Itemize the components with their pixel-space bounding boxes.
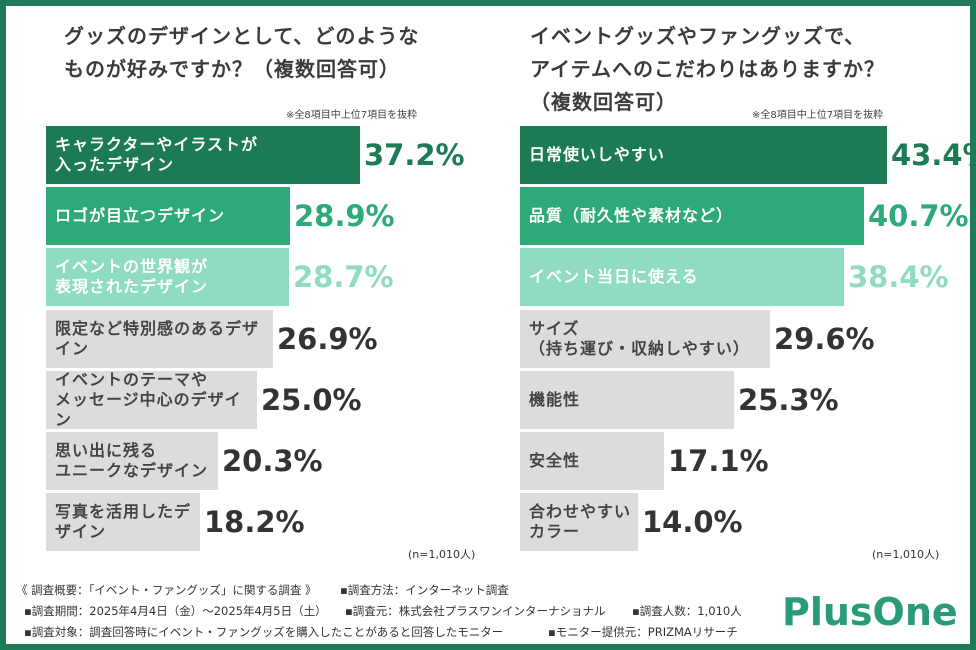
value-label-2: 40.7% [868, 199, 969, 233]
value-label-2: 28.9% [294, 199, 395, 233]
bar-label-1: 日常使いしやすい [529, 145, 665, 164]
value-label-4: 26.9% [277, 322, 378, 356]
bar-label-5: 機能性 [529, 390, 581, 409]
bar-label-3: イベント当日に使える [529, 267, 699, 286]
bar-5: イベントのテーマや メッセージ中心のデザイン [46, 370, 257, 429]
value-label-5: 25.0% [261, 383, 362, 417]
footer-line-3b: ▪モニター提供元：PRIZMAリサーチ [548, 625, 738, 639]
footer-line-2a: ▪調査期間：2025年4月4日（金）～2025年4月5日（土） [24, 604, 327, 618]
bar-6: 安全性 [520, 432, 664, 490]
bar-7: 写真を活用したデザイン [46, 493, 200, 551]
value-label-6: 17.1% [668, 444, 769, 478]
right-chart-note: ※全8項目中上位7項目を抜粋 [752, 110, 884, 121]
bar-5: 機能性 [520, 371, 734, 429]
value-label-3: 38.4% [848, 260, 949, 294]
bar-label-6: 思い出に残る ユニークなデザイン [55, 441, 209, 480]
bar-label-1: キャラクターやイラストが 入ったデザイン [55, 135, 259, 174]
bar-3: イベントの世界観が 表現されたデザイン [46, 248, 289, 306]
bar-label-7: 合わせやすいカラー [529, 502, 632, 541]
left-chart-title: グッズのデザインとして、どのような ものが好みですか？（複数回答可） [64, 24, 420, 81]
bar-label-4: サイズ （持ち運び・収納しやすい） [529, 319, 750, 358]
bar-3: イベント当日に使える [520, 248, 844, 306]
left-sample-size: (n=1,010人) [408, 548, 476, 561]
footer-line-2c: ▪調査人数：1,010人 [632, 604, 742, 618]
bar-4: サイズ （持ち運び・収納しやすい） [520, 310, 770, 368]
bar-label-3: イベントの世界観が 表現されたデザイン [55, 257, 209, 296]
footer-line-1b: ▪調査方法：インターネット調査 [340, 583, 509, 597]
right-chart-title: イベントグッズやファングッズで、 アイテムへのこだわりはありますか？ （複数回答… [530, 24, 885, 114]
footer-line-3a: ▪調査対象：調査回答時にイベント・ファングッズを購入したことがあると回答したモニ… [24, 625, 504, 639]
bar-2: 品質（耐久性や素材など） [520, 187, 864, 245]
bar-1: 日常使いしやすい [520, 126, 887, 184]
right-sample-size: (n=1,010人) [872, 548, 940, 561]
value-label-1: 37.2% [364, 138, 465, 172]
bar-4: 限定など特別感のあるデザイン [46, 310, 273, 368]
value-label-7: 14.0% [642, 505, 743, 539]
bar-7: 合わせやすいカラー [520, 493, 638, 551]
value-label-4: 29.6% [774, 322, 875, 356]
footer-line-2b: ▪調査元：株式会社プラスワンインターナショナル [345, 604, 606, 618]
value-label-5: 25.3% [738, 383, 839, 417]
footer-line-1a: 《 調査概要：「イベント・ファングッズ」に関する調査 》 [16, 583, 317, 597]
value-label-1: 43.4% [891, 138, 976, 172]
value-label-6: 20.3% [222, 444, 323, 478]
bar-label-4: 限定など特別感のあるデザイン [55, 319, 260, 358]
bar-6: 思い出に残る ユニークなデザイン [46, 432, 218, 490]
left-chart-note: ※全8項目中上位7項目を抜粋 [286, 110, 418, 121]
value-label-7: 18.2% [204, 505, 305, 539]
plusone-logo: PlusOne [782, 590, 958, 634]
bar-label-7: 写真を活用したデザイン [55, 502, 192, 541]
bar-2: ロゴが目立つデザイン [46, 187, 290, 245]
bar-label-2: ロゴが目立つデザイン [55, 206, 226, 225]
bar-1: キャラクターやイラストが 入ったデザイン [46, 126, 360, 184]
bar-label-6: 安全性 [529, 451, 581, 470]
bar-label-2: 品質（耐久性や素材など） [529, 206, 734, 225]
value-label-3: 28.7% [293, 260, 394, 294]
bar-label-5: イベントのテーマや メッセージ中心のデザイン [55, 370, 242, 429]
